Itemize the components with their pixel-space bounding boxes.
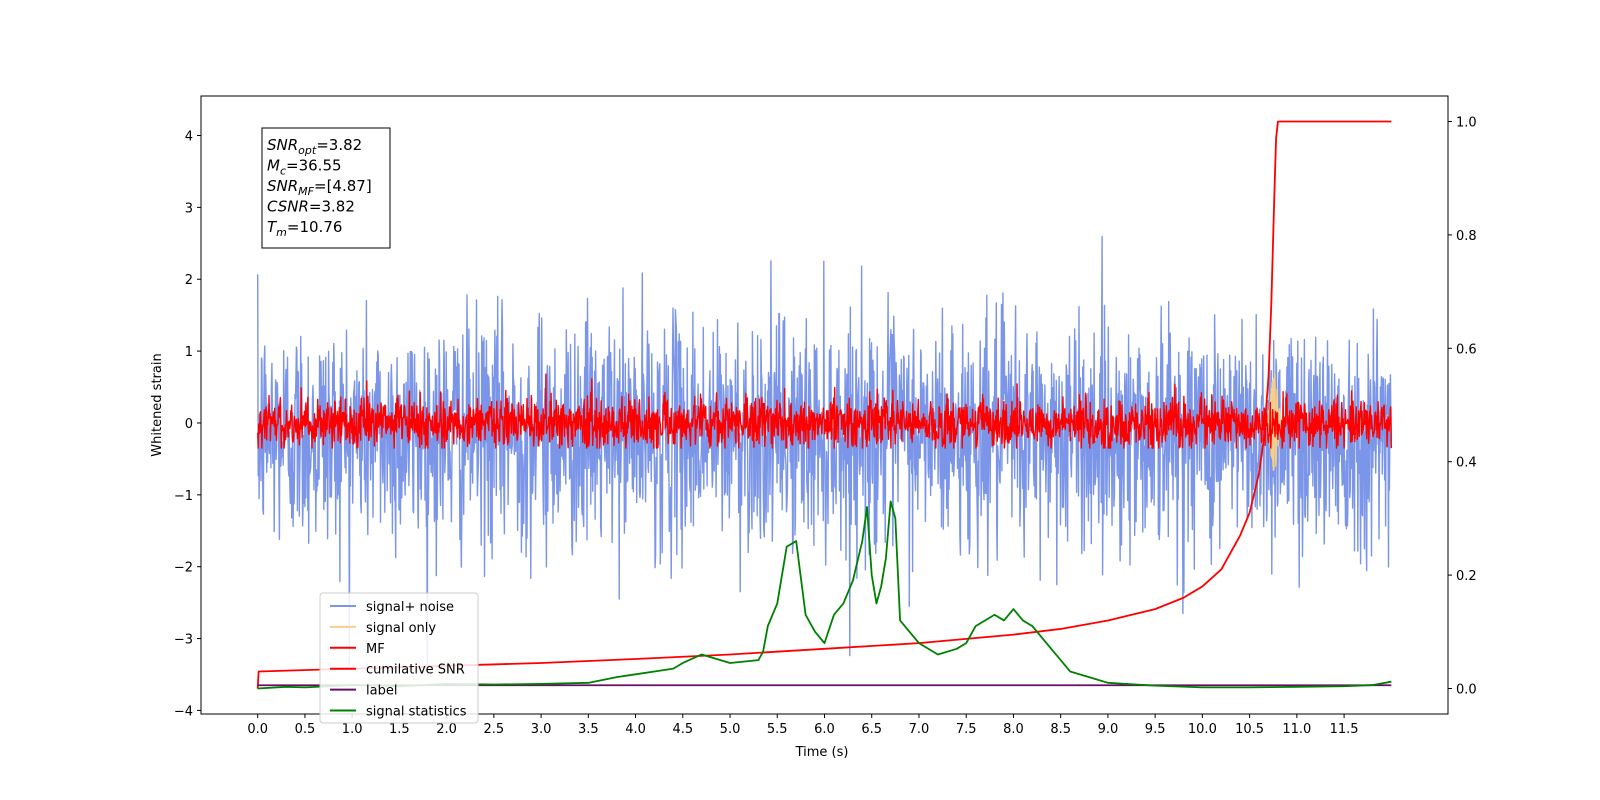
series-line-mf: [257, 373, 1392, 449]
info-line-subscript: c: [280, 165, 286, 178]
info-line-symbol: M: [267, 157, 280, 175]
info-line: SNRMF=[4.87]: [267, 177, 372, 198]
x-tick-label: 1.0: [342, 722, 363, 737]
x-tick-label: 6.5: [861, 722, 882, 737]
info-box-frame: [261, 127, 391, 249]
y-tick-label: 3: [185, 201, 193, 216]
x-tick-label: 9.0: [1098, 722, 1119, 737]
x-tick-label: 5.0: [720, 722, 741, 737]
x-tick-label: 10.0: [1188, 722, 1217, 737]
x-tick-label: 8.5: [1050, 722, 1071, 737]
info-line-symbol: CSNR: [267, 198, 309, 216]
x-tick-label: 3.5: [578, 722, 599, 737]
x-tick-label: 4.0: [625, 722, 646, 737]
x-tick-label: 2.5: [484, 722, 505, 737]
x-tick-label: 6.0: [814, 722, 835, 737]
x-axis-label: Time (s): [795, 745, 849, 760]
legend-label: cumilative SNR: [366, 663, 465, 678]
x-tick-label: 5.5: [767, 722, 788, 737]
y2-tick-label: 0.4: [1456, 456, 1477, 471]
x-axis-ticks: 0.0 0.5 1.0 1.5 2.0 2.5 3.0 3.5 4.0 4.5 5.0 5.5 6.0 6…: [247, 714, 1359, 737]
info-box-lines: SNRopt=3.82Mc=36.55SNRMF=[4.87]CSNR=3.82…: [267, 136, 372, 239]
legend-label: MF: [366, 642, 385, 657]
x-tick-label: 3.0: [531, 722, 552, 737]
info-line-subscript: m: [276, 226, 287, 239]
info-line-symbol: SNR: [267, 136, 298, 154]
info-line-value: =36.55: [286, 157, 342, 175]
info-line-subscript: opt: [298, 144, 317, 157]
info-line-symbol: T: [267, 218, 278, 236]
y-tick-label: 2: [185, 273, 193, 288]
legend-items: signal+ noise signal only MF cumilative SNR…: [330, 600, 467, 720]
y2-tick-label: 0.2: [1456, 569, 1477, 584]
info-line: CSNR=3.82: [267, 198, 355, 216]
x-tick-label: 2.0: [436, 722, 457, 737]
series-line-signal-statistics: [257, 500, 1392, 690]
legend-label: signal only: [366, 621, 436, 636]
y-tick-label: −1: [174, 489, 193, 504]
info-line-value: =10.76: [287, 218, 343, 236]
x-tick-label: 11.5: [1330, 722, 1359, 737]
y-tick-label: −3: [174, 633, 193, 648]
legend-label: signal statistics: [366, 705, 467, 720]
legend-label: signal+ noise: [366, 600, 454, 615]
y2-axis-ticks: 0.0 0.2 0.4 0.6 0.8 1.0: [1448, 116, 1477, 697]
x-tick-label: 10.5: [1235, 722, 1264, 737]
y2-tick-label: 0.0: [1456, 682, 1477, 697]
x-tick-label: 1.5: [389, 722, 410, 737]
x-tick-label: 8.0: [1003, 722, 1024, 737]
y-tick-label: −2: [174, 561, 193, 576]
info-line-value: =[4.87]: [314, 177, 372, 195]
plot-area: [256, 120, 1392, 690]
info-line-value: =3.82: [309, 198, 355, 216]
info-line: SNRopt=3.82: [267, 136, 362, 157]
x-tick-label: 4.5: [672, 722, 693, 737]
legend-label: label: [366, 684, 397, 699]
y-tick-label: 0: [185, 417, 193, 432]
info-line: Tm=10.76: [267, 218, 342, 239]
y2-tick-label: 0.6: [1456, 342, 1477, 357]
series-layer: [256, 120, 1392, 690]
x-tick-label: 9.5: [1145, 722, 1166, 737]
info-box: SNRopt=3.82Mc=36.55SNRMF=[4.87]CSNR=3.82…: [261, 127, 391, 249]
info-line-value: =3.82: [316, 136, 362, 154]
series-line-signal-noise: [257, 235, 1392, 676]
legend: signal+ noise signal only MF cumilative SNR…: [319, 592, 479, 724]
y-axis-ticks: −4 −3 −2 −1 0 1 2 3 4: [174, 130, 201, 719]
info-line: Mc=36.55: [267, 157, 342, 178]
y-tick-label: 1: [185, 345, 193, 360]
x-tick-label: 7.0: [909, 722, 930, 737]
y2-tick-label: 1.0: [1456, 116, 1477, 131]
info-line-symbol: SNR: [267, 177, 298, 195]
x-tick-label: 0.0: [247, 722, 268, 737]
series-line-cumilative-snr: [256, 120, 1392, 689]
y-tick-label: −4: [174, 704, 193, 719]
x-tick-label: 0.5: [295, 722, 316, 737]
y-tick-label: 4: [185, 130, 193, 145]
y-axis-label: Whitened strain: [150, 353, 165, 456]
x-tick-label: 11.0: [1282, 722, 1311, 737]
y2-tick-label: 0.8: [1456, 229, 1477, 244]
x-tick-label: 7.5: [956, 722, 977, 737]
legend-frame: [319, 592, 479, 724]
info-line-subscript: MF: [298, 185, 314, 198]
